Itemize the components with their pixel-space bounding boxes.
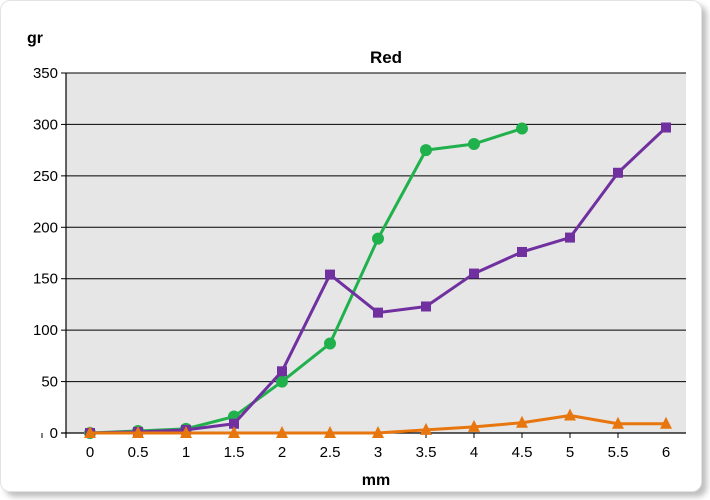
x-tick-label: 2 xyxy=(278,444,286,461)
data-point-triangle xyxy=(516,415,528,428)
y-tick-label: 300 xyxy=(33,116,58,133)
data-point-triangle xyxy=(132,426,144,438)
data-point-circle xyxy=(276,375,288,388)
x-tick-label: 1 xyxy=(182,444,190,461)
data-point-square xyxy=(229,418,239,429)
data-point-triangle xyxy=(180,426,192,438)
x-tick-label: 4.5 xyxy=(512,444,533,461)
x-tick-label: 0 xyxy=(86,444,94,461)
data-point-square xyxy=(613,167,623,178)
data-point-triangle xyxy=(420,422,432,435)
data-point-square xyxy=(661,122,671,133)
y-axis-label: gr xyxy=(27,30,43,47)
data-point-triangle xyxy=(276,426,288,438)
x-tick-label: 4 xyxy=(470,444,478,461)
data-point-triangle xyxy=(228,426,240,438)
data-point-square xyxy=(421,301,431,312)
y-tick-label: 250 xyxy=(33,168,58,185)
y-tick-label: 350 xyxy=(33,65,58,82)
x-tick-label: 3.5 xyxy=(416,444,437,461)
plot-area xyxy=(66,73,686,433)
x-tick-label: 3 xyxy=(374,444,382,461)
data-point-triangle xyxy=(84,426,96,438)
data-point-circle xyxy=(420,144,432,157)
y-tick-label: 50 xyxy=(41,374,58,391)
data-point-triangle xyxy=(612,416,624,429)
y-tick-label: 0 xyxy=(50,425,58,442)
data-point-square xyxy=(565,232,575,243)
data-point-square xyxy=(325,269,335,280)
y-tick-label: 150 xyxy=(33,271,58,288)
x-tick-label: 0.5 xyxy=(128,444,149,461)
data-point-triangle xyxy=(468,419,480,432)
x-tick-label: 5.5 xyxy=(608,444,629,461)
data-point-circle xyxy=(516,122,528,135)
x-tick-label: 6 xyxy=(662,444,670,461)
chart-title: Red xyxy=(370,48,402,67)
y-tick-label: 100 xyxy=(33,322,58,339)
data-point-triangle xyxy=(564,408,576,421)
data-point-triangle xyxy=(324,426,336,438)
data-point-circle xyxy=(372,232,384,245)
data-point-triangle xyxy=(372,426,384,438)
x-tick-label: 1.5 xyxy=(224,444,245,461)
data-point-circle xyxy=(324,337,336,350)
chart-frame: 0 50 100 150 200 250 300 350 0 0.5 1 1.5 2 2.5 3 3.5 4 4.… xyxy=(0,0,702,492)
x-tick-label: 5 xyxy=(566,444,574,461)
y-tick-label: 200 xyxy=(33,219,58,236)
data-point-square xyxy=(469,268,479,279)
data-point-square xyxy=(517,246,527,257)
x-axis-label: mm xyxy=(362,472,390,489)
data-point-square xyxy=(373,307,383,318)
data-point-triangle xyxy=(660,416,672,429)
x-tick-label: 2.5 xyxy=(320,444,341,461)
data-point-circle xyxy=(468,137,480,150)
data-point-square xyxy=(277,366,287,377)
